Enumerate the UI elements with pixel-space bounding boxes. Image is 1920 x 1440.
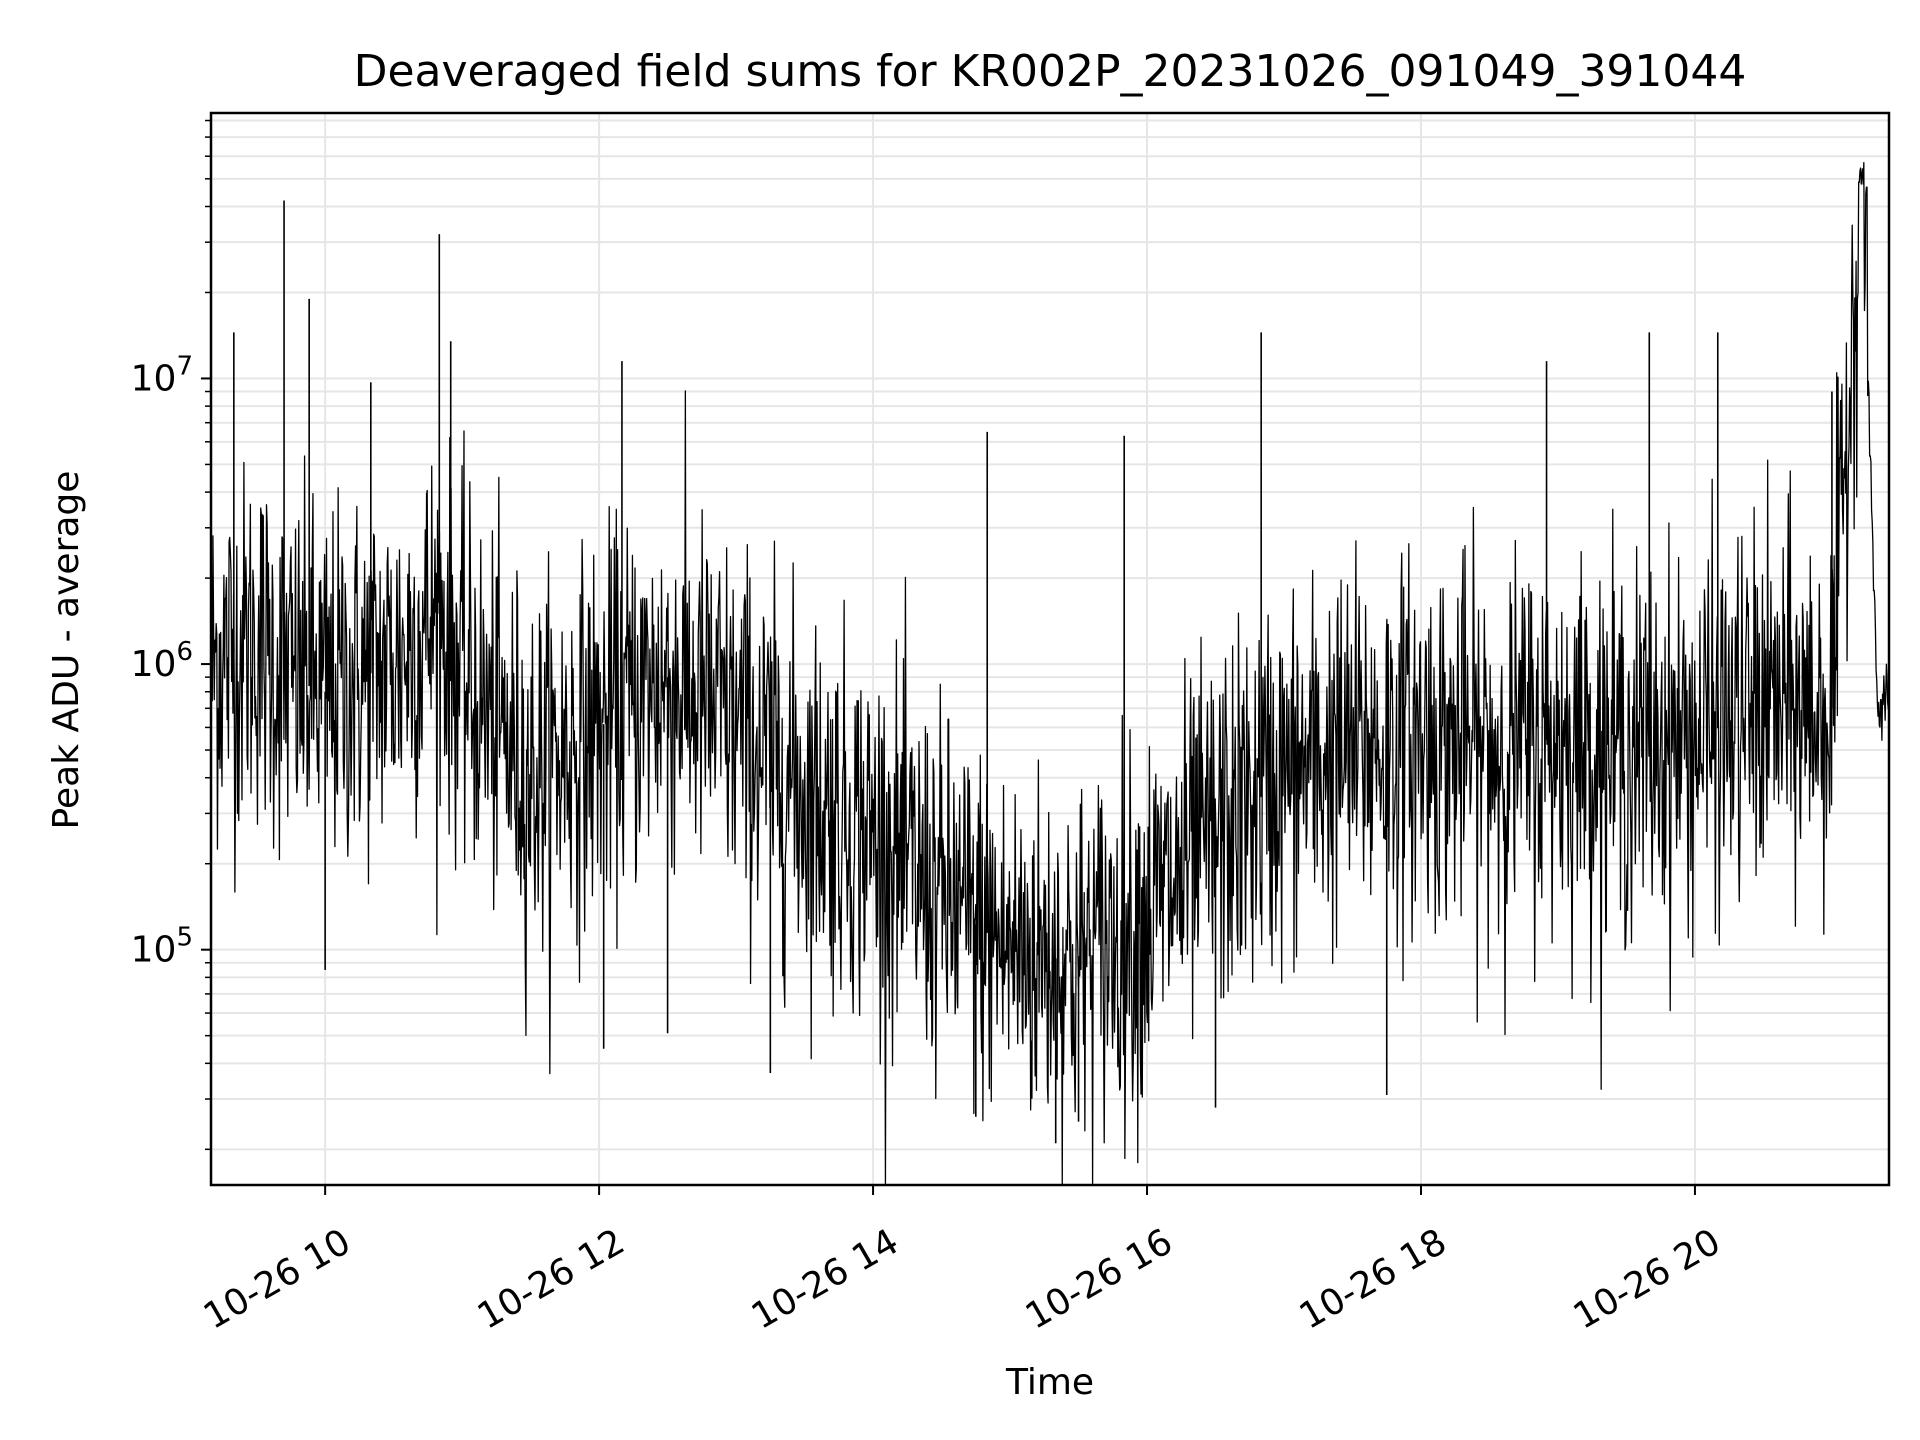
y-tick-label: 106 bbox=[131, 637, 193, 685]
y-axis-label: Peak ADU - average bbox=[46, 471, 87, 830]
grid bbox=[211, 113, 1889, 1185]
y-tick-label: 107 bbox=[131, 351, 193, 399]
chart-title: Deaveraged field sums for KR002P_2023102… bbox=[354, 46, 1747, 97]
series-line bbox=[210, 162, 1890, 1186]
y-tick-label: 105 bbox=[131, 923, 193, 971]
plot-frame bbox=[209, 111, 1891, 1187]
series-trace bbox=[210, 162, 1890, 1186]
x-axis-label: Time bbox=[1005, 1362, 1094, 1403]
